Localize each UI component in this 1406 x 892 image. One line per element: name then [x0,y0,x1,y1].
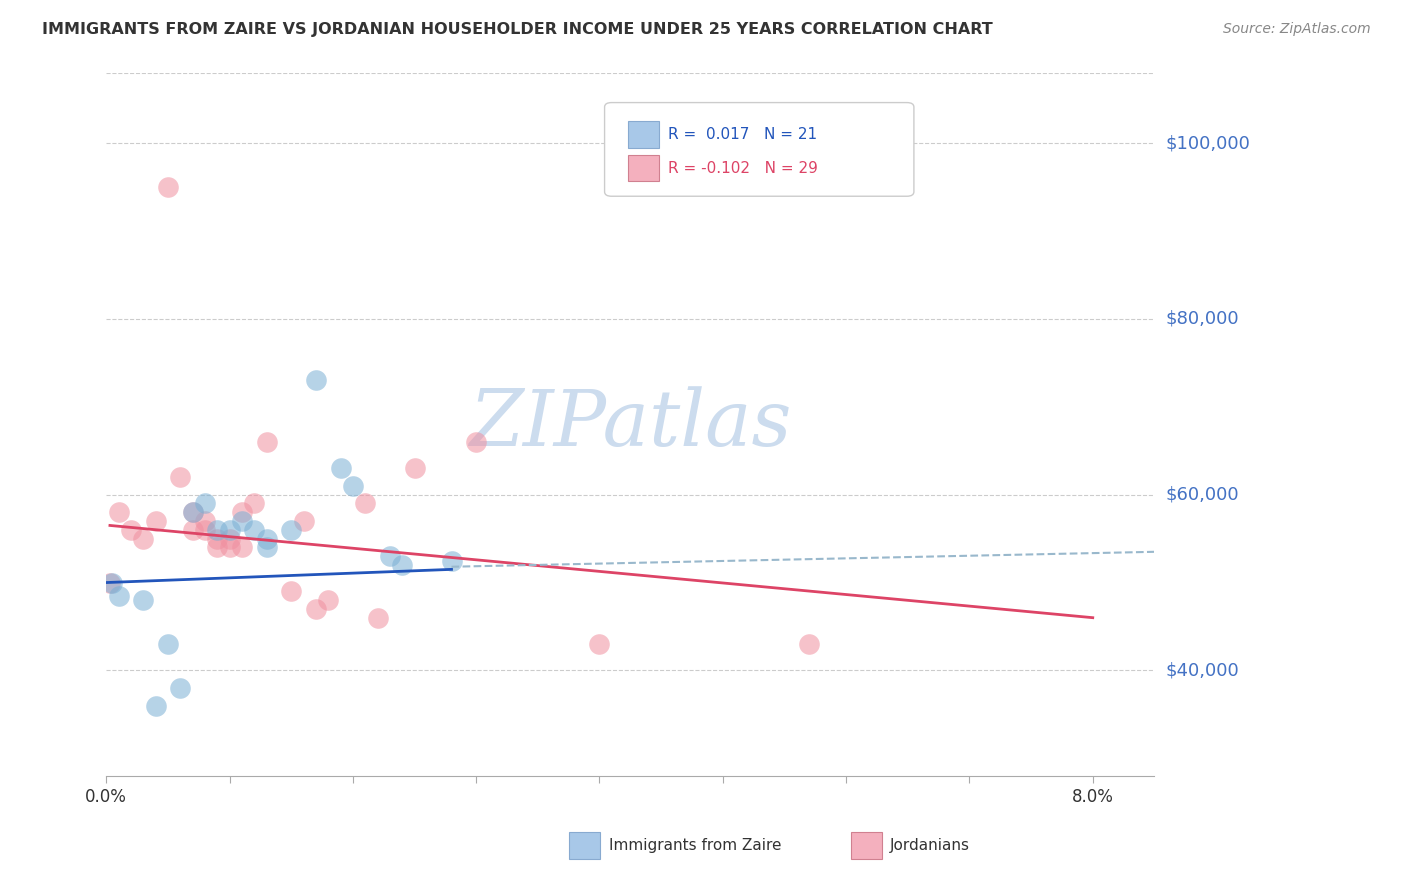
Point [156,180,179,194]
Point [280,523,302,537]
Point [101,575,124,590]
Point [205,541,228,555]
Point [205,523,228,537]
Point [342,479,364,493]
Point [169,681,191,695]
Text: $100,000: $100,000 [1166,135,1250,153]
Point [107,505,129,519]
Point [465,434,488,449]
Point [588,637,610,651]
Point [391,558,413,572]
Text: R =  0.017   N = 21: R = 0.017 N = 21 [668,127,817,142]
Point [145,514,167,528]
Point [280,584,302,599]
Point [354,496,377,510]
Text: ZIPatlas: ZIPatlas [470,386,792,463]
Point [378,549,401,564]
Text: $40,000: $40,000 [1166,661,1239,680]
Point [231,541,253,555]
Point [132,593,155,607]
Point [797,637,820,651]
Text: R = -0.102   N = 29: R = -0.102 N = 29 [668,161,818,176]
Point [440,553,463,567]
Point [181,505,204,519]
Point [218,523,240,537]
Point [231,505,253,519]
Point [194,496,217,510]
Text: $60,000: $60,000 [1166,485,1239,504]
Point [181,505,204,519]
Point [218,541,240,555]
Point [120,523,142,537]
Point [205,532,228,546]
Text: Source: ZipAtlas.com: Source: ZipAtlas.com [1223,22,1371,37]
Point [156,637,179,651]
Point [243,496,266,510]
Point [367,610,389,624]
Point [256,541,278,555]
Point [305,374,328,388]
Point [329,461,352,475]
Point [231,514,253,528]
Point [145,698,167,713]
Point [169,470,191,484]
Point [107,589,129,603]
Text: $80,000: $80,000 [1166,310,1239,328]
Point [256,434,278,449]
Point [194,514,217,528]
Point [256,532,278,546]
Point [316,593,339,607]
Point [132,532,155,546]
Text: Immigrants from Zaire: Immigrants from Zaire [609,838,782,853]
Point [218,532,240,546]
Point [292,514,315,528]
Text: IMMIGRANTS FROM ZAIRE VS JORDANIAN HOUSEHOLDER INCOME UNDER 25 YEARS CORRELATION: IMMIGRANTS FROM ZAIRE VS JORDANIAN HOUSE… [42,22,993,37]
Point [404,461,426,475]
Point [194,523,217,537]
Point [305,602,328,616]
Point [98,575,121,590]
Text: Jordanians: Jordanians [890,838,970,853]
Point [243,523,266,537]
Point [181,523,204,537]
